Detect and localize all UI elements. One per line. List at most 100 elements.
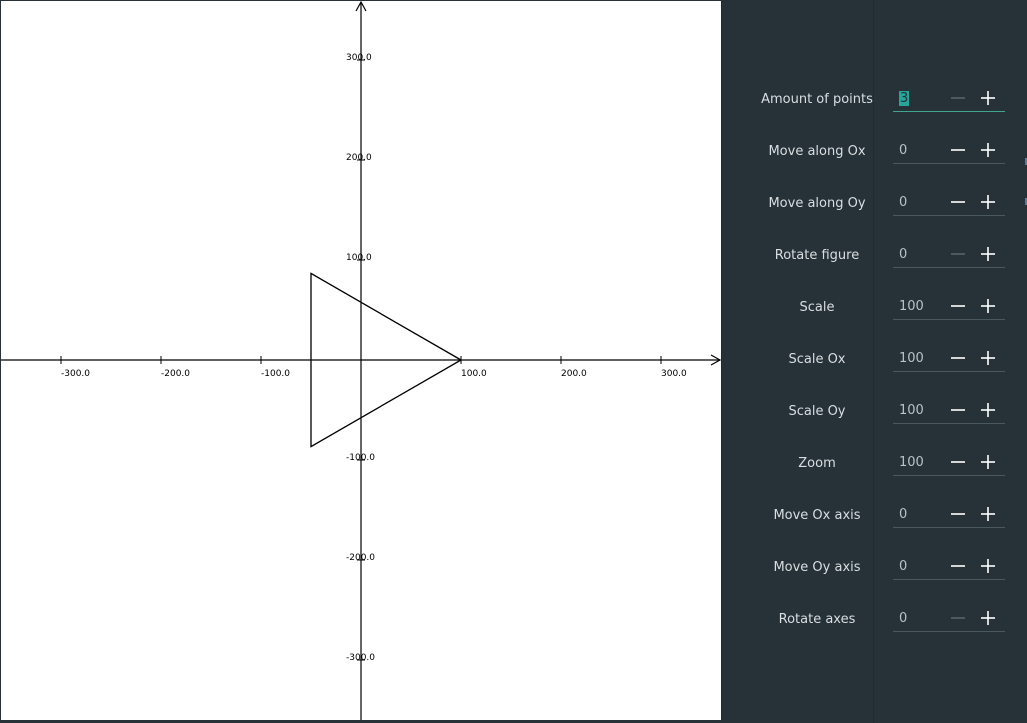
y-tick-label: -300.0 [346, 653, 375, 663]
move-along-ox-input[interactable]: 0 [899, 143, 908, 158]
move-along-ox-spinbox[interactable]: 0 [893, 137, 1005, 164]
control-row-amount-of-points: Amount of points 3 [722, 75, 1027, 127]
y-axis-arrow [355, 1, 367, 12]
move-along-oy-input[interactable]: 0 [899, 195, 908, 210]
edge-indicator [1025, 198, 1027, 205]
move-ox-axis-spinbox[interactable]: 0 [893, 501, 1005, 528]
move-along-oy-increment-button[interactable] [977, 189, 999, 215]
move-oy-axis-increment-button[interactable] [977, 553, 999, 579]
move-along-ox-label: Move along Ox [768, 144, 866, 159]
scale-decrement-button[interactable] [947, 293, 969, 319]
move-oy-axis-decrement-button[interactable] [947, 553, 969, 579]
zoom-decrement-button[interactable] [947, 449, 969, 475]
amount-of-points-input[interactable]: 3 [899, 91, 910, 106]
move-oy-axis-spinbox[interactable]: 0 [893, 553, 1005, 580]
rotate-figure-label: Rotate figure [774, 248, 860, 263]
control-row-scale-oy: Scale Oy 100 [722, 387, 1027, 439]
move-ox-axis-decrement-button[interactable] [947, 501, 969, 527]
scale-oy-increment-button[interactable] [977, 397, 999, 423]
minus-icon [951, 565, 965, 567]
y-tick-label: -100.0 [346, 453, 375, 463]
minus-icon [951, 253, 965, 255]
plus-icon [981, 403, 995, 417]
rotate-axes-input[interactable]: 0 [899, 611, 908, 626]
plot-canvas[interactable]: -300.0 -200.0 -100.0 100.0 200.0 300.0 300.0 20… [1, 1, 722, 720]
amount-of-points-increment-button[interactable] [977, 85, 999, 111]
scale-oy-spinbox[interactable]: 100 [893, 397, 1005, 424]
control-row-move-ox-axis: Move Ox axis 0 [722, 491, 1027, 543]
minus-icon [951, 305, 965, 307]
minus-icon [951, 201, 965, 203]
zoom-input[interactable]: 100 [899, 455, 924, 470]
control-row-rotate-figure: Rotate figure 0 [722, 231, 1027, 283]
control-row-scale-ox: Scale Ox 100 [722, 335, 1027, 387]
zoom-spinbox[interactable]: 100 [893, 449, 1005, 476]
y-tick-label: 200.0 [346, 153, 372, 163]
move-along-oy-spinbox[interactable]: 0 [893, 189, 1005, 216]
x-tick-label: -200.0 [161, 369, 190, 379]
scale-oy-input[interactable]: 100 [899, 403, 924, 418]
panel-divider [873, 0, 874, 723]
x-tick-label: 300.0 [661, 369, 687, 379]
zoom-increment-button[interactable] [977, 449, 999, 475]
rotate-axes-decrement-button[interactable] [947, 605, 969, 631]
move-ox-axis-input[interactable]: 0 [899, 507, 908, 522]
plus-icon [981, 247, 995, 261]
scale-increment-button[interactable] [977, 293, 999, 319]
plus-icon [981, 299, 995, 313]
rotate-axes-spinbox[interactable]: 0 [893, 605, 1005, 632]
plus-icon [981, 91, 995, 105]
edge-indicator [1025, 158, 1027, 165]
move-oy-axis-label: Move Oy axis [773, 560, 861, 575]
control-row-move-oy-axis: Move Oy axis 0 [722, 543, 1027, 595]
rotate-figure-spinbox[interactable]: 0 [893, 241, 1005, 268]
rotate-axes-increment-button[interactable] [977, 605, 999, 631]
amount-of-points-decrement-button[interactable] [947, 85, 969, 111]
x-axis-arrow [710, 354, 721, 366]
rotate-figure-input[interactable]: 0 [899, 247, 908, 262]
scale-ox-label: Scale Ox [788, 352, 846, 367]
move-ox-axis-label: Move Ox axis [773, 508, 861, 523]
move-ox-axis-increment-button[interactable] [977, 501, 999, 527]
scale-ox-spinbox[interactable]: 100 [893, 345, 1005, 372]
plus-icon [981, 611, 995, 625]
move-along-ox-decrement-button[interactable] [947, 137, 969, 163]
x-tick-label: 100.0 [461, 369, 487, 379]
y-tick-label: 300.0 [346, 53, 372, 63]
scale-oy-decrement-button[interactable] [947, 397, 969, 423]
rotate-figure-increment-button[interactable] [977, 241, 999, 267]
zoom-label: Zoom [798, 456, 836, 471]
scale-ox-decrement-button[interactable] [947, 345, 969, 371]
scale-ox-increment-button[interactable] [977, 345, 999, 371]
plus-icon [981, 195, 995, 209]
x-tick-label: -300.0 [61, 369, 90, 379]
control-row-zoom: Zoom 100 [722, 439, 1027, 491]
minus-icon [951, 617, 965, 619]
control-row-move-along-oy: Move along Oy 0 [722, 179, 1027, 231]
minus-icon [951, 461, 965, 463]
move-along-oy-decrement-button[interactable] [947, 189, 969, 215]
scale-spinbox[interactable]: 100 [893, 293, 1005, 320]
minus-icon [951, 149, 965, 151]
move-along-oy-label: Move along Oy [768, 196, 866, 211]
scale-ox-input[interactable]: 100 [899, 351, 924, 366]
x-tick-label: 200.0 [561, 369, 587, 379]
rotate-figure-decrement-button[interactable] [947, 241, 969, 267]
plus-icon [981, 507, 995, 521]
plus-icon [981, 455, 995, 469]
x-tick-label: -100.0 [261, 369, 290, 379]
move-along-ox-increment-button[interactable] [977, 137, 999, 163]
coordinate-plot: -300.0 -200.0 -100.0 100.0 200.0 300.0 300.0 20… [1, 1, 721, 720]
move-oy-axis-input[interactable]: 0 [899, 559, 908, 574]
control-row-move-along-ox: Move along Ox 0 [722, 127, 1027, 179]
control-row-rotate-axes: Rotate axes 0 [722, 595, 1027, 647]
minus-icon [951, 357, 965, 359]
scale-input[interactable]: 100 [899, 299, 924, 314]
y-tick-label: -200.0 [346, 553, 375, 563]
minus-icon [951, 97, 965, 99]
minus-icon [951, 409, 965, 411]
amount-of-points-spinbox[interactable]: 3 [893, 85, 1005, 112]
plus-icon [981, 351, 995, 365]
amount-of-points-label: Amount of points [761, 92, 873, 107]
plus-icon [981, 143, 995, 157]
